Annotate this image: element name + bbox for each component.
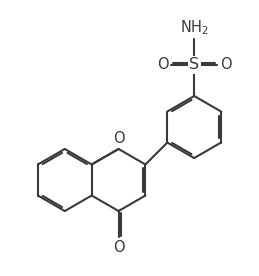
Text: S: S bbox=[189, 57, 199, 73]
Text: O: O bbox=[220, 57, 232, 73]
Text: O: O bbox=[113, 240, 124, 254]
Text: NH$_2$: NH$_2$ bbox=[180, 18, 209, 37]
Text: O: O bbox=[113, 131, 124, 147]
Text: O: O bbox=[157, 57, 168, 73]
